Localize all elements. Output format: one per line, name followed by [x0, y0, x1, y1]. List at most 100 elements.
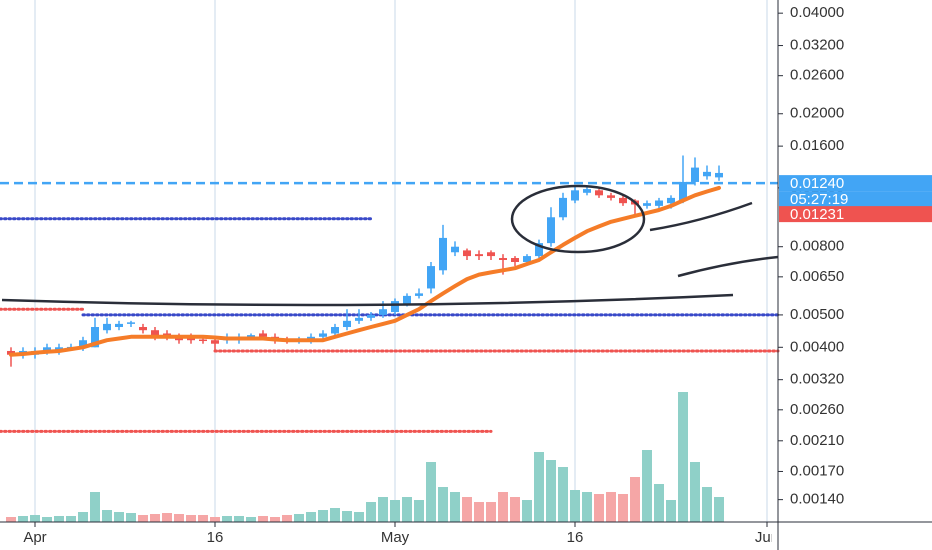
volume-bar [174, 514, 184, 522]
volume-bar [522, 500, 532, 522]
candle-body [703, 171, 711, 177]
moving-average [9, 185, 721, 357]
candle-body [391, 301, 399, 313]
y-tick-label: 0.00320 [790, 371, 844, 388]
candle-body [403, 295, 411, 304]
volume-bar [702, 487, 712, 522]
volume-bar [54, 516, 64, 522]
candle-body [43, 347, 51, 351]
candle-body [415, 293, 423, 296]
volume-bar [438, 487, 448, 522]
candle-body [91, 327, 99, 348]
drawings [1, 184, 779, 307]
candle-body [379, 309, 387, 315]
y-tick-label: 0.00500 [790, 306, 844, 323]
volume-bar [222, 516, 232, 522]
volume-bar [270, 517, 280, 522]
x-tick-label: Apr [23, 529, 46, 546]
volume-bar [138, 515, 148, 522]
candle-body [487, 252, 495, 257]
volume [6, 392, 724, 522]
volume-bar [258, 516, 268, 522]
volume-bar [318, 510, 328, 522]
candle-body [667, 197, 675, 204]
volume-bar [498, 492, 508, 522]
volume-bar [186, 515, 196, 522]
volume-bar [162, 513, 172, 522]
volume-bar [198, 515, 208, 522]
y-tick-label: 0.00800 [790, 238, 844, 255]
candle-body [451, 246, 459, 253]
candle-body [523, 256, 531, 263]
volume-bar [330, 508, 340, 522]
candle-body [499, 258, 507, 260]
candle-body [535, 243, 543, 257]
candle-body [655, 200, 663, 206]
volume-bar [126, 513, 136, 522]
last-price-label: 0.01240 [790, 175, 844, 192]
y-tick-label: 0.00140 [790, 491, 844, 508]
volume-bar [18, 516, 28, 522]
volume-bar [114, 512, 124, 522]
volume-bar [546, 460, 556, 522]
volume-bar [606, 492, 616, 522]
y-tick-label: 0.00260 [790, 401, 844, 418]
candle-body [607, 195, 615, 198]
y-tick-label: 0.04000 [790, 4, 844, 21]
volume-bar [510, 497, 520, 522]
candle-body [427, 266, 435, 289]
volume-bar [450, 492, 460, 522]
volume-bar [714, 497, 724, 522]
volume-bar [6, 517, 16, 522]
candle-body [583, 189, 591, 193]
volume-bar [342, 511, 352, 522]
volume-bar [234, 516, 244, 522]
candle-body [151, 330, 159, 337]
x-axis: Apr 16 May 16 Jun [23, 522, 779, 546]
volume-bar [462, 497, 472, 522]
candle-body [619, 197, 627, 204]
candle-body [511, 258, 519, 263]
x-tick-label: Jun [755, 529, 779, 546]
volume-bar [558, 467, 568, 522]
volume-bar [282, 515, 292, 522]
volume-bar [354, 512, 364, 522]
volume-bar [678, 392, 688, 522]
y-tick-label: 0.00170 [790, 462, 844, 479]
candle-body [211, 340, 219, 344]
trend-line [677, 255, 779, 278]
trend-curve [1, 293, 734, 307]
y-tick-label: 0.03200 [790, 37, 844, 54]
candle-body [463, 250, 471, 257]
grid [34, 0, 768, 522]
candle-body [559, 197, 567, 218]
volume-bar [102, 510, 112, 522]
volume-bar [654, 484, 664, 522]
candle-body [439, 237, 447, 271]
volume-bar [474, 502, 484, 522]
volume-bar [402, 497, 412, 522]
volume-bar [630, 477, 640, 522]
volume-bar [534, 452, 544, 522]
circle-annotation [510, 184, 646, 254]
volume-bar [618, 494, 628, 522]
volume-bar [246, 517, 256, 522]
candle-body [367, 314, 375, 318]
candle-body [247, 335, 255, 337]
volume-bar [42, 517, 52, 522]
volume-bar [378, 497, 388, 522]
candles [7, 155, 723, 367]
ma-price-label: 0.01231 [790, 206, 844, 223]
y-tick-label: 0.01600 [790, 137, 844, 154]
candle-body [475, 254, 483, 257]
volume-bar [390, 500, 400, 522]
price-lines [0, 181, 780, 433]
volume-bar [570, 490, 580, 522]
candle-body [643, 203, 651, 206]
volume-bar [294, 514, 304, 522]
candle-body [259, 333, 267, 337]
candle-body [331, 327, 339, 334]
